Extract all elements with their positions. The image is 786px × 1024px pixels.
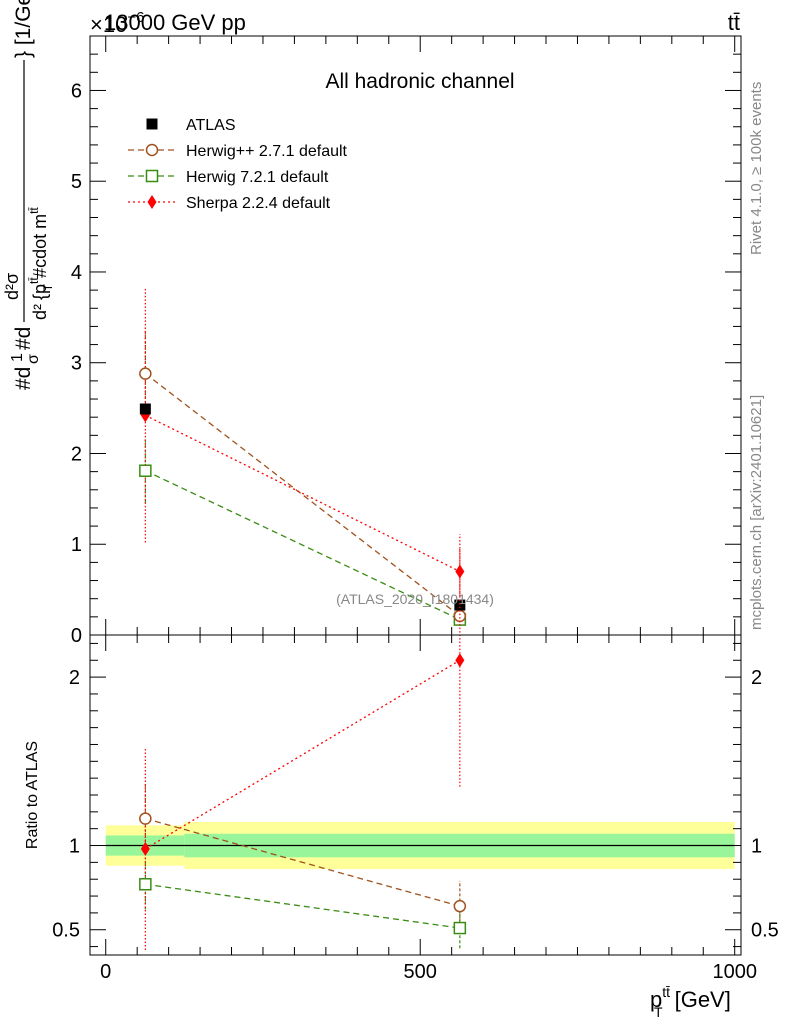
- legend-sherpa-2-2-4-default-marker: [147, 195, 157, 209]
- ratio-axes: 0.5 0.5 1 1 2 2 0 500 1000: [52, 635, 779, 983]
- main-atlas-point: [139, 403, 151, 415]
- legend-herwig-2-7-1-default-marker: [145, 143, 159, 157]
- main-y-tick-label: 3: [71, 353, 82, 375]
- ylabel-denominator: d²{ptt̄T#cdot mtt̄: [27, 207, 55, 320]
- rivet-version-label: Rivet 4.1.0, ≥ 100k events: [748, 82, 765, 255]
- main-y-tick-label: 5: [71, 171, 82, 193]
- ratio-y-tick-label: 1: [69, 836, 80, 858]
- main-herwig-2-7-1-default-line: [144, 373, 461, 617]
- ratio-y-tick-label: 2: [69, 667, 80, 689]
- main-atlas-point: [454, 599, 466, 611]
- ratio-y-tick-label-right: 1: [751, 836, 762, 858]
- main-y-tick-label: 4: [71, 262, 82, 284]
- ratio-panel: 0.5 0.5 1 1 2 2 0 500 1000: [52, 533, 779, 983]
- x-axis-label: ptt̄ T [GeV]: [650, 984, 731, 1020]
- legend: ATLAS Herwig++ 2.7.1 default Herwig 7.2.1 …: [128, 117, 348, 212]
- x-tick-label: 1000: [712, 961, 757, 983]
- main-axes: 0 1 2 3 4 5 6: [71, 35, 741, 647]
- mcplots-label: mcplots.cern.ch [arXiv:2401.10621]: [748, 395, 765, 630]
- ratio-herwig-7-2-1-default-point: [453, 921, 467, 935]
- ylabel-unit: } [1/GeV2]: [9, 0, 35, 58]
- x-tick-label: 500: [404, 961, 437, 983]
- ratio-sherpa-2-2-4-default-point: [140, 841, 150, 856]
- ratio-plot-area: [139, 533, 467, 950]
- process-label: tt̄: [728, 10, 740, 35]
- ratio-y-tick-label-right: 0.5: [751, 920, 779, 942]
- chart-title: All hadronic channel: [325, 70, 514, 93]
- ratio-y-tick-label-right: 2: [751, 667, 762, 689]
- main-y-tick-label: 6: [71, 80, 82, 102]
- main-herwig-7-2-1-default-line: [145, 470, 461, 621]
- main-y-tick-label: 2: [71, 443, 82, 465]
- ratio-sherpa-2-2-4-default-point: [455, 653, 465, 668]
- ylabel-frac-bottom: σ: [25, 354, 42, 364]
- ylabel-frac-top: 1: [9, 353, 26, 362]
- ratio-sherpa-2-2-4-default-line: [145, 659, 461, 850]
- ylabel-mid: #d: [12, 327, 35, 350]
- energy-label: 13000 GeV pp: [104, 10, 246, 35]
- main-y-axis-label: #d 1 σ #d d²σ d²{ptt̄T#cdot mtt̄ } [1/Ge…: [2, 0, 55, 390]
- y-scale-exponent-label: ×10−6: [90, 9, 144, 37]
- ylabel-prefix: #d: [12, 367, 35, 390]
- ratio-herwig-7-2-1-default-line: [145, 883, 460, 929]
- ratio-y-tick-label: 0.5: [52, 920, 80, 942]
- legend-atlas-marker: [146, 118, 158, 130]
- ratio-herwig-2-7-1-default-point: [139, 812, 152, 825]
- x-tick-label: 0: [100, 961, 111, 983]
- ratio-herwig-7-2-1-default-point: [139, 878, 152, 891]
- main-panel: 0 1 2 3 4 5 6 All hadronic channel (ATLAS_2020…: [71, 35, 742, 647]
- main-plot-area: [139, 288, 467, 626]
- ratio-y-axis-label: Ratio to ATLAS: [24, 741, 41, 849]
- main-herwig-7-2-1-default-point: [139, 464, 152, 477]
- legend-herwig-2-7-1-default-label: Herwig++ 2.7.1 default: [186, 143, 348, 160]
- main-herwig-2-7-1-default-point: [453, 609, 467, 623]
- ratio-frame: [89, 634, 742, 956]
- analysis-watermark: (ATLAS_2020_I1801434): [336, 591, 494, 607]
- legend-atlas-label: ATLAS: [186, 117, 236, 134]
- ratio-herwig-2-7-1-default-line: [145, 817, 461, 907]
- main-sherpa-2-2-4-default-point: [455, 564, 465, 579]
- legend-herwig-7-2-1-default-marker: [145, 169, 159, 183]
- xlabel-p: ptt̄ T [GeV]: [650, 984, 731, 1020]
- legend-sherpa-2-2-4-default-label: Sherpa 2.2.4 default: [186, 195, 331, 212]
- main-y-tick-label: 0: [71, 625, 82, 647]
- main-sherpa-2-2-4-default-line: [145, 414, 461, 573]
- main-herwig-2-7-1-default-point: [139, 367, 152, 380]
- ratio-uncertainty-bands: [105, 821, 735, 870]
- ylabel-numerator: d²σ: [2, 273, 22, 300]
- legend-herwig-7-2-1-default-label: Herwig 7.2.1 default: [186, 169, 329, 186]
- ratio-herwig-2-7-1-default-point: [453, 899, 467, 913]
- main-y-tick-label: 1: [71, 534, 82, 556]
